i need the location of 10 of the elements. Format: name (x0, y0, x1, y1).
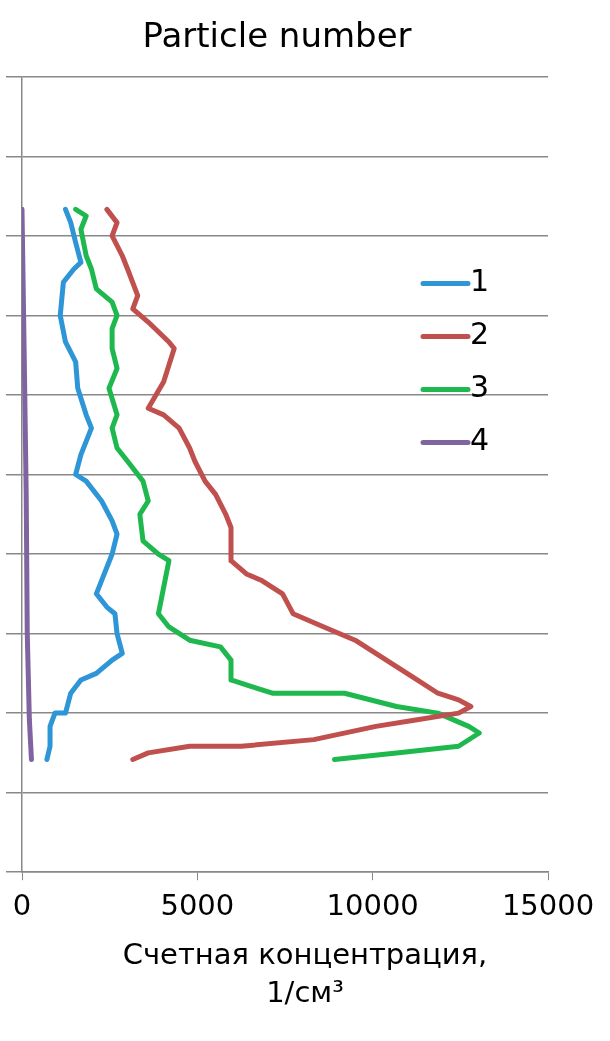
x-tick-label: 5000 (160, 888, 235, 923)
x-tick-label: 15000 (501, 888, 595, 923)
legend-label: 3 (470, 369, 490, 405)
chart-title: Particle number (142, 15, 412, 56)
legend-label: 1 (470, 263, 490, 299)
legend-label: 4 (470, 422, 490, 458)
x-axis-title: Счетная концентрация, 1/см³ (122, 937, 488, 1009)
x-tick-label: 0 (12, 888, 32, 923)
x-tick-label: 10000 (326, 888, 419, 923)
legend-label: 2 (470, 316, 490, 352)
